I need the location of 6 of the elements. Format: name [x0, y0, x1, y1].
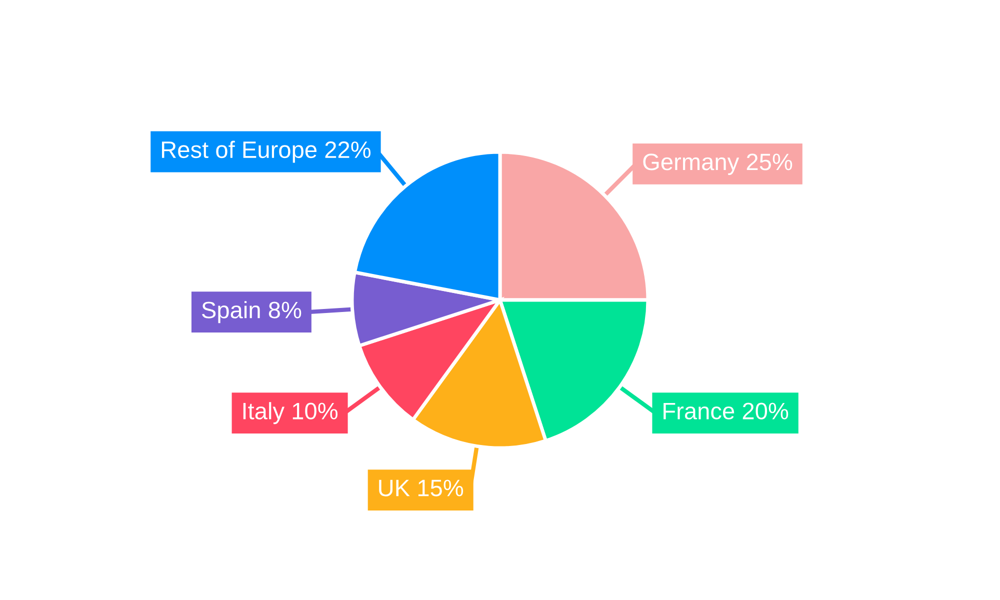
slice-label: Spain 8%: [202, 301, 302, 324]
slice-label: France 20%: [664, 402, 788, 420]
slice-label: UK 15%: [379, 480, 464, 496]
slice-label: Germany 25%: [643, 154, 792, 175]
slice-label: Italy 10%: [243, 402, 338, 424]
slice-label: Rest of Europe 22%: [162, 140, 371, 163]
